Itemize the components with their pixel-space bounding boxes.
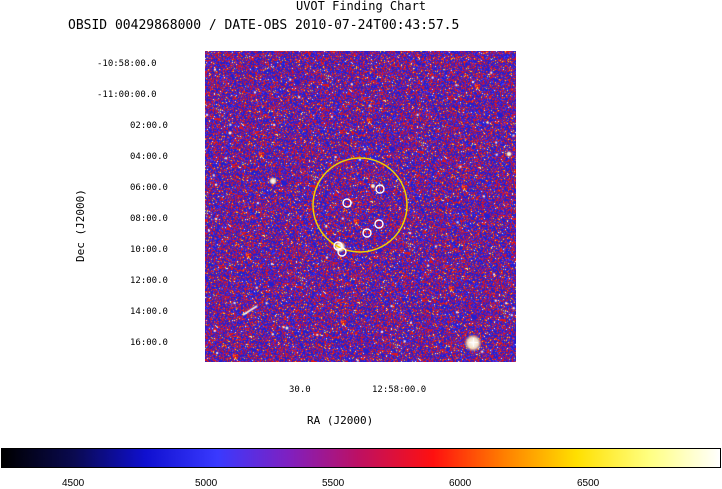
chart-subtitle: OBSID 00429868000 / DATE-OBS 2010-07-24T… bbox=[68, 18, 460, 33]
sky-image[interactable] bbox=[205, 51, 516, 362]
x-tick-label: 12:58:00.0 bbox=[372, 385, 427, 395]
colorbar-tick-label: 5000 bbox=[195, 478, 218, 489]
sky-noise-canvas bbox=[205, 51, 516, 362]
y-tick-label: -11:00:00.0 bbox=[97, 90, 157, 100]
y-tick-label: 08:00.0 bbox=[130, 214, 168, 224]
source-circle-small[interactable] bbox=[342, 198, 352, 208]
y-axis-label: Dec (J2000) bbox=[74, 189, 87, 262]
x-axis-label: RA (J2000) bbox=[307, 414, 374, 427]
region-overlay bbox=[312, 157, 408, 257]
colorbar-tick-label: 5500 bbox=[322, 478, 345, 489]
colorbar bbox=[1, 448, 721, 468]
colorbar-tick-label: 4500 bbox=[62, 478, 85, 489]
source-circle-large[interactable] bbox=[312, 157, 408, 253]
source-circle-small[interactable] bbox=[375, 184, 385, 194]
colorbar-tick-label: 6500 bbox=[577, 478, 600, 489]
y-tick-label: 02:00.0 bbox=[130, 121, 168, 131]
y-tick-label: 12:00.0 bbox=[130, 276, 168, 286]
source-circle-small[interactable] bbox=[374, 219, 384, 229]
colorbar-tick-label: 6000 bbox=[449, 478, 472, 489]
y-tick-label: 14:00.0 bbox=[130, 307, 168, 317]
y-tick-label: 16:00.0 bbox=[130, 338, 168, 348]
source-circle-small[interactable] bbox=[333, 241, 343, 251]
x-tick-label: 30.0 bbox=[289, 385, 311, 395]
y-tick-label: 04:00.0 bbox=[130, 152, 168, 162]
source-circle-small[interactable] bbox=[362, 228, 372, 238]
chart-title: UVOT Finding Chart bbox=[295, 0, 427, 13]
y-tick-label: 06:00.0 bbox=[130, 183, 168, 193]
y-tick-label: 10:00.0 bbox=[130, 245, 168, 255]
y-tick-label: -10:58:00.0 bbox=[97, 59, 157, 69]
